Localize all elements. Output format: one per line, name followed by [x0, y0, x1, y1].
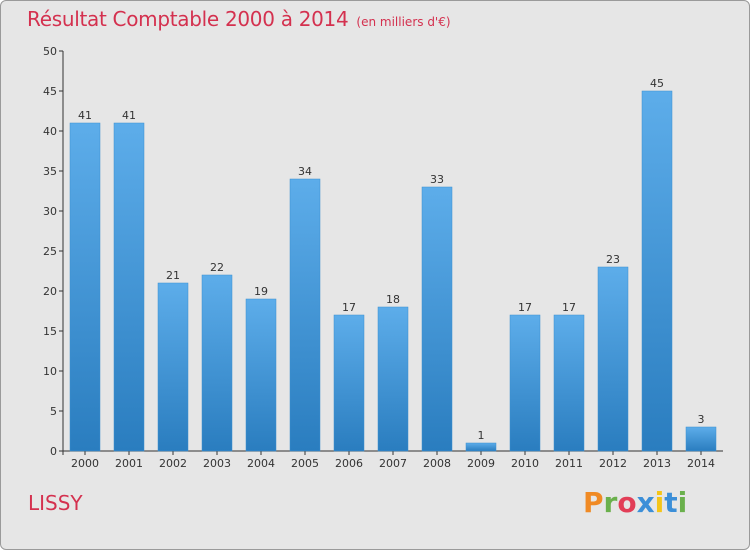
data-label-2003: 22 — [210, 261, 224, 274]
logo-letter: i — [654, 486, 665, 519]
x-tick-label: 2001 — [115, 457, 143, 470]
x-tick-label: 2007 — [379, 457, 407, 470]
x-tick-label: 2005 — [291, 457, 319, 470]
x-tick-label: 2008 — [423, 457, 451, 470]
bar-2012 — [597, 266, 629, 452]
bar-2013 — [641, 90, 673, 452]
data-label-2010: 17 — [518, 301, 532, 314]
y-tick-label: 30 — [43, 205, 57, 218]
commune-name: LISSY — [28, 491, 83, 515]
x-tick-label: 2003 — [203, 457, 231, 470]
x-tick-label: 2010 — [511, 457, 539, 470]
data-label-2004: 19 — [254, 285, 268, 298]
bar-2003 — [201, 274, 233, 452]
chart-title-text: Résultat Comptable 2000 à 2014 — [27, 7, 349, 31]
bar-2011 — [553, 314, 585, 452]
bar-2006 — [333, 314, 365, 452]
x-tick-label: 2000 — [71, 457, 99, 470]
x-tick-label: 2004 — [247, 457, 275, 470]
data-labels: 41 41 21 22 19 34 17 18 33 1 17 17 23 45 3 — [78, 77, 705, 442]
x-tick-label: 2011 — [555, 457, 583, 470]
data-label-2013: 45 — [650, 77, 664, 90]
y-tick-label: 35 — [43, 165, 57, 178]
y-tick-label: 5 — [50, 405, 57, 418]
x-tick-label: 2002 — [159, 457, 187, 470]
bars — [69, 90, 717, 452]
x-tick-label: 2014 — [687, 457, 715, 470]
y-tick-label: 40 — [43, 125, 57, 138]
data-label-2014: 3 — [698, 413, 705, 426]
bar-2002 — [157, 282, 189, 452]
axes: 0 5 10 15 20 25 30 35 40 45 50 2000 2001 2002 2003 2004… — [43, 45, 723, 470]
data-label-2012: 23 — [606, 253, 620, 266]
data-label-2005: 34 — [298, 165, 312, 178]
y-tick-label: 0 — [50, 445, 57, 458]
x-tick-label: 2013 — [643, 457, 671, 470]
y-tick-label: 20 — [43, 285, 57, 298]
bar-2010 — [509, 314, 541, 452]
data-label-2002: 21 — [166, 269, 180, 282]
proxiti-logo: Proxiti — [583, 486, 687, 519]
logo-letter: o — [617, 486, 637, 519]
chart-title: Résultat Comptable 2000 à 2014 (en millie… — [27, 7, 451, 31]
logo-letter: P — [583, 486, 604, 519]
logo-letter: x — [636, 486, 655, 519]
y-tick-label: 25 — [43, 245, 57, 258]
data-label-2008: 33 — [430, 173, 444, 186]
chart-subtitle: (en milliers d'€) — [356, 15, 451, 29]
logo-letter: t — [664, 486, 678, 519]
y-tick-label: 15 — [43, 325, 57, 338]
bar-2000 — [69, 122, 101, 452]
x-tick-label: 2012 — [599, 457, 627, 470]
bar-2014 — [685, 426, 717, 452]
bar-2007 — [377, 306, 409, 452]
data-label-2011: 17 — [562, 301, 576, 314]
x-tick-label: 2006 — [335, 457, 363, 470]
y-tick-label: 10 — [43, 365, 57, 378]
x-tick-label: 2009 — [467, 457, 495, 470]
bar-2005 — [289, 178, 321, 452]
bar-2009 — [465, 442, 497, 452]
data-label-2001: 41 — [122, 109, 136, 122]
data-label-2007: 18 — [386, 293, 400, 306]
y-tick-label: 45 — [43, 85, 57, 98]
logo-letter: i — [677, 486, 688, 519]
data-label-2000: 41 — [78, 109, 92, 122]
bar-2008 — [421, 186, 453, 452]
y-tick-label: 50 — [43, 45, 57, 58]
logo-letter: r — [603, 486, 618, 519]
data-label-2006: 17 — [342, 301, 356, 314]
data-label-2009: 1 — [478, 429, 485, 442]
bar-2001 — [113, 122, 145, 452]
bar-2004 — [245, 298, 277, 452]
